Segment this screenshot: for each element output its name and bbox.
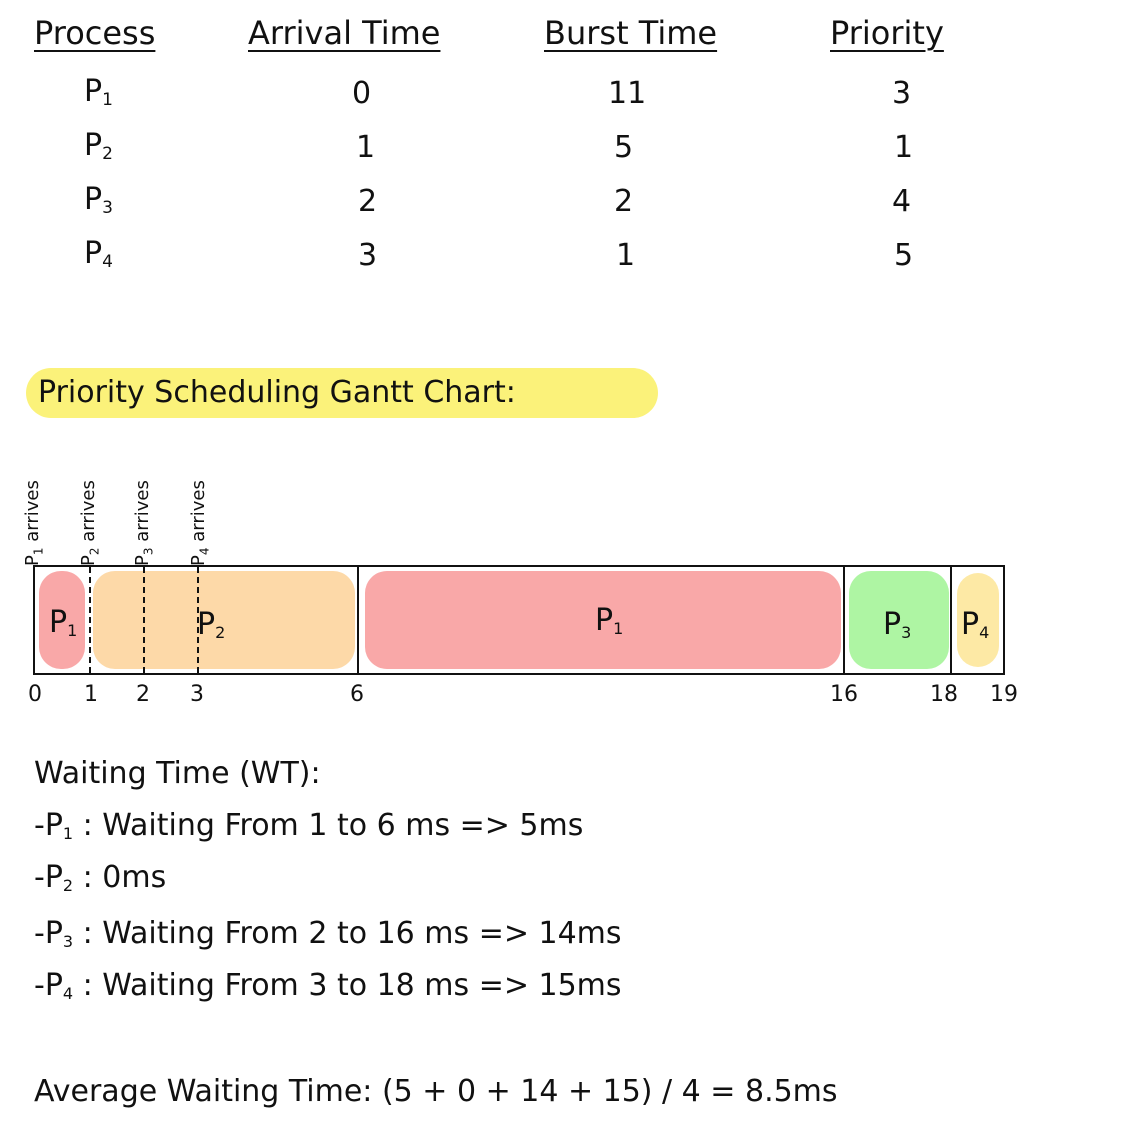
waiting-line: -P1 : Waiting From 1 to 6 ms => 5ms [34,808,584,843]
average-waiting-time: Average Waiting Time: (5 + 0 + 14 + 15) … [34,1074,838,1109]
header-arrival-time: Arrival Time [248,14,441,52]
waiting-line: -P4 : Waiting From 3 to 18 ms => 15ms [34,968,622,1003]
arrival-label-p2: P2 arrives [78,480,102,566]
priority-value: 4 [892,184,912,219]
priority-value: 1 [894,130,914,165]
time-tick: 3 [190,682,204,707]
gantt-segment-p1-second [365,571,841,669]
burst-value: 5 [614,130,634,165]
divider-t18 [950,567,952,673]
process-name: P1 [84,74,113,110]
gantt-title: Priority Scheduling Gantt Chart: [38,375,516,410]
time-tick: 6 [350,682,364,707]
arrival-value: 1 [356,130,376,165]
segment-label: P2 [197,607,226,642]
priority-value: 3 [892,76,912,111]
waiting-time-heading: Waiting Time (WT): [34,756,321,791]
gantt-segment-p1 [39,571,85,669]
gantt-chart: P1 P2 P1 P3 P4 [33,565,1005,675]
segment-label: P3 [883,607,912,642]
burst-value: 1 [616,238,636,273]
time-tick: 2 [136,682,150,707]
time-tick: 16 [830,682,858,707]
segment-label: P1 [595,603,624,638]
divider-t16 [843,567,845,673]
divider-t2 [143,567,145,673]
arrival-label-p3: P3 arrives [132,480,156,566]
process-name: P4 [84,236,113,272]
gantt-segment-p2 [93,571,355,669]
priority-value: 5 [894,238,914,273]
arrival-label-p1: P1 arrives [22,480,46,566]
arrival-label-p4: P4 arrives [188,480,212,566]
time-tick: 0 [28,682,42,707]
process-name: P2 [84,128,113,164]
divider-t6 [357,567,359,673]
title-highlight [26,368,658,418]
gantt-segment-p3 [849,571,949,669]
burst-value: 2 [614,184,634,219]
header-process: Process [34,14,156,52]
time-tick: 18 [930,682,958,707]
waiting-line: -P2 : 0ms [34,860,167,895]
time-tick: 19 [990,682,1018,707]
arrival-value: 3 [358,238,378,273]
segment-label: P4 [961,607,990,642]
arrival-value: 0 [352,76,372,111]
waiting-line: -P3 : Waiting From 2 to 16 ms => 14ms [34,916,622,951]
gantt-segment-p4 [957,573,999,667]
divider-t3 [197,567,199,673]
burst-value: 11 [608,76,647,111]
process-name: P3 [84,182,113,218]
arrival-value: 2 [358,184,378,219]
time-tick: 1 [84,682,98,707]
header-priority: Priority [830,14,944,52]
header-burst-time: Burst Time [544,14,718,52]
divider-t1 [89,567,91,673]
segment-label: P1 [49,605,78,640]
